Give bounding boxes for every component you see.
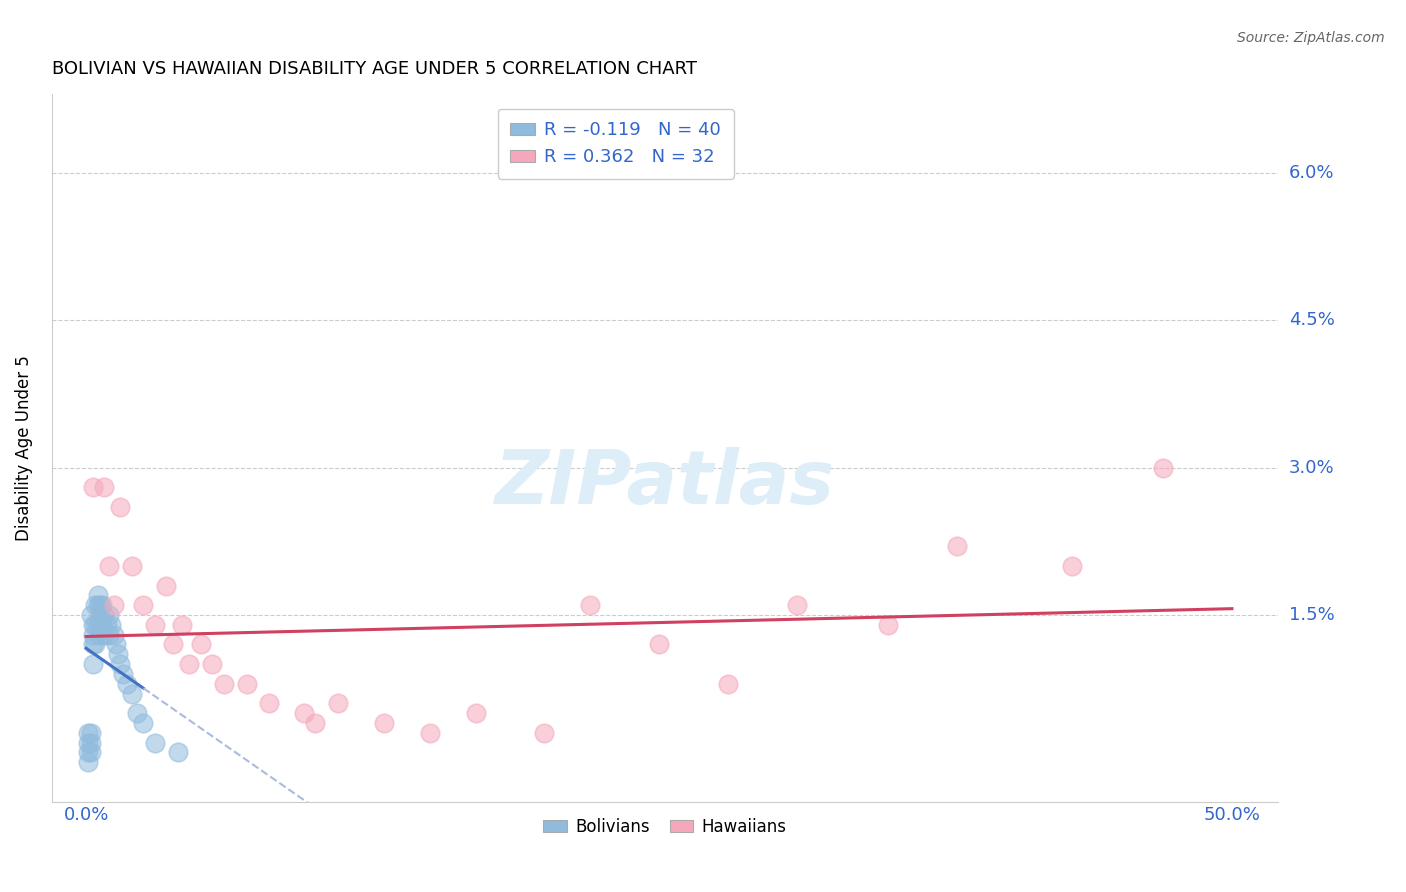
Point xyxy=(93,607,115,622)
Point xyxy=(717,676,740,690)
Point xyxy=(77,756,100,770)
Point xyxy=(1152,460,1174,475)
Point xyxy=(103,598,125,612)
Point xyxy=(121,687,143,701)
Point xyxy=(304,716,326,731)
Point xyxy=(201,657,224,671)
Point xyxy=(125,706,148,721)
Point xyxy=(93,627,115,641)
Y-axis label: Disability Age Under 5: Disability Age Under 5 xyxy=(15,355,32,541)
Point xyxy=(84,617,107,632)
Point xyxy=(1060,558,1083,573)
Point xyxy=(82,637,104,651)
Text: 4.5%: 4.5% xyxy=(1289,311,1334,329)
Text: 1.5%: 1.5% xyxy=(1289,606,1334,624)
Point xyxy=(103,627,125,641)
Point xyxy=(292,706,315,721)
Point xyxy=(82,657,104,671)
Point xyxy=(80,746,103,760)
Legend: Bolivians, Hawaiians: Bolivians, Hawaiians xyxy=(537,812,793,843)
Point xyxy=(111,666,134,681)
Point xyxy=(179,657,201,671)
Point xyxy=(98,558,121,573)
Text: 6.0%: 6.0% xyxy=(1289,164,1334,182)
Point xyxy=(98,607,121,622)
Point xyxy=(107,647,129,661)
Point xyxy=(91,598,114,612)
Point xyxy=(91,617,114,632)
Point xyxy=(89,607,111,622)
Point xyxy=(579,598,602,612)
Point xyxy=(877,617,900,632)
Point xyxy=(96,617,118,632)
Point xyxy=(162,637,184,651)
Point xyxy=(155,578,177,592)
Point xyxy=(419,726,441,740)
Point xyxy=(89,627,111,641)
Point xyxy=(190,637,212,651)
Point xyxy=(82,627,104,641)
Point xyxy=(80,726,103,740)
Point xyxy=(212,676,235,690)
Point xyxy=(172,617,194,632)
Point xyxy=(110,500,132,514)
Text: ZIPatlas: ZIPatlas xyxy=(495,447,835,520)
Point xyxy=(93,480,115,494)
Point xyxy=(82,617,104,632)
Point xyxy=(786,598,808,612)
Point xyxy=(143,736,166,750)
Point xyxy=(86,588,108,602)
Point xyxy=(648,637,671,651)
Point xyxy=(132,716,155,731)
Point xyxy=(373,716,395,731)
Point xyxy=(328,697,350,711)
Point xyxy=(100,617,122,632)
Point xyxy=(80,736,103,750)
Point xyxy=(86,617,108,632)
Point xyxy=(121,558,143,573)
Point xyxy=(77,726,100,740)
Point xyxy=(533,726,555,740)
Point xyxy=(235,676,257,690)
Point xyxy=(89,598,111,612)
Point xyxy=(77,746,100,760)
Point xyxy=(110,657,132,671)
Point xyxy=(132,598,155,612)
Point xyxy=(104,637,127,651)
Point xyxy=(117,676,139,690)
Point xyxy=(82,480,104,494)
Point xyxy=(143,617,166,632)
Text: BOLIVIAN VS HAWAIIAN DISABILITY AGE UNDER 5 CORRELATION CHART: BOLIVIAN VS HAWAIIAN DISABILITY AGE UNDE… xyxy=(52,60,697,78)
Text: Source: ZipAtlas.com: Source: ZipAtlas.com xyxy=(1237,31,1385,45)
Point xyxy=(84,637,107,651)
Point xyxy=(98,627,121,641)
Point xyxy=(166,746,188,760)
Text: 3.0%: 3.0% xyxy=(1289,458,1334,476)
Point xyxy=(84,598,107,612)
Point xyxy=(946,539,969,553)
Point xyxy=(86,598,108,612)
Point xyxy=(80,607,103,622)
Point xyxy=(464,706,486,721)
Point xyxy=(259,697,281,711)
Point xyxy=(77,736,100,750)
